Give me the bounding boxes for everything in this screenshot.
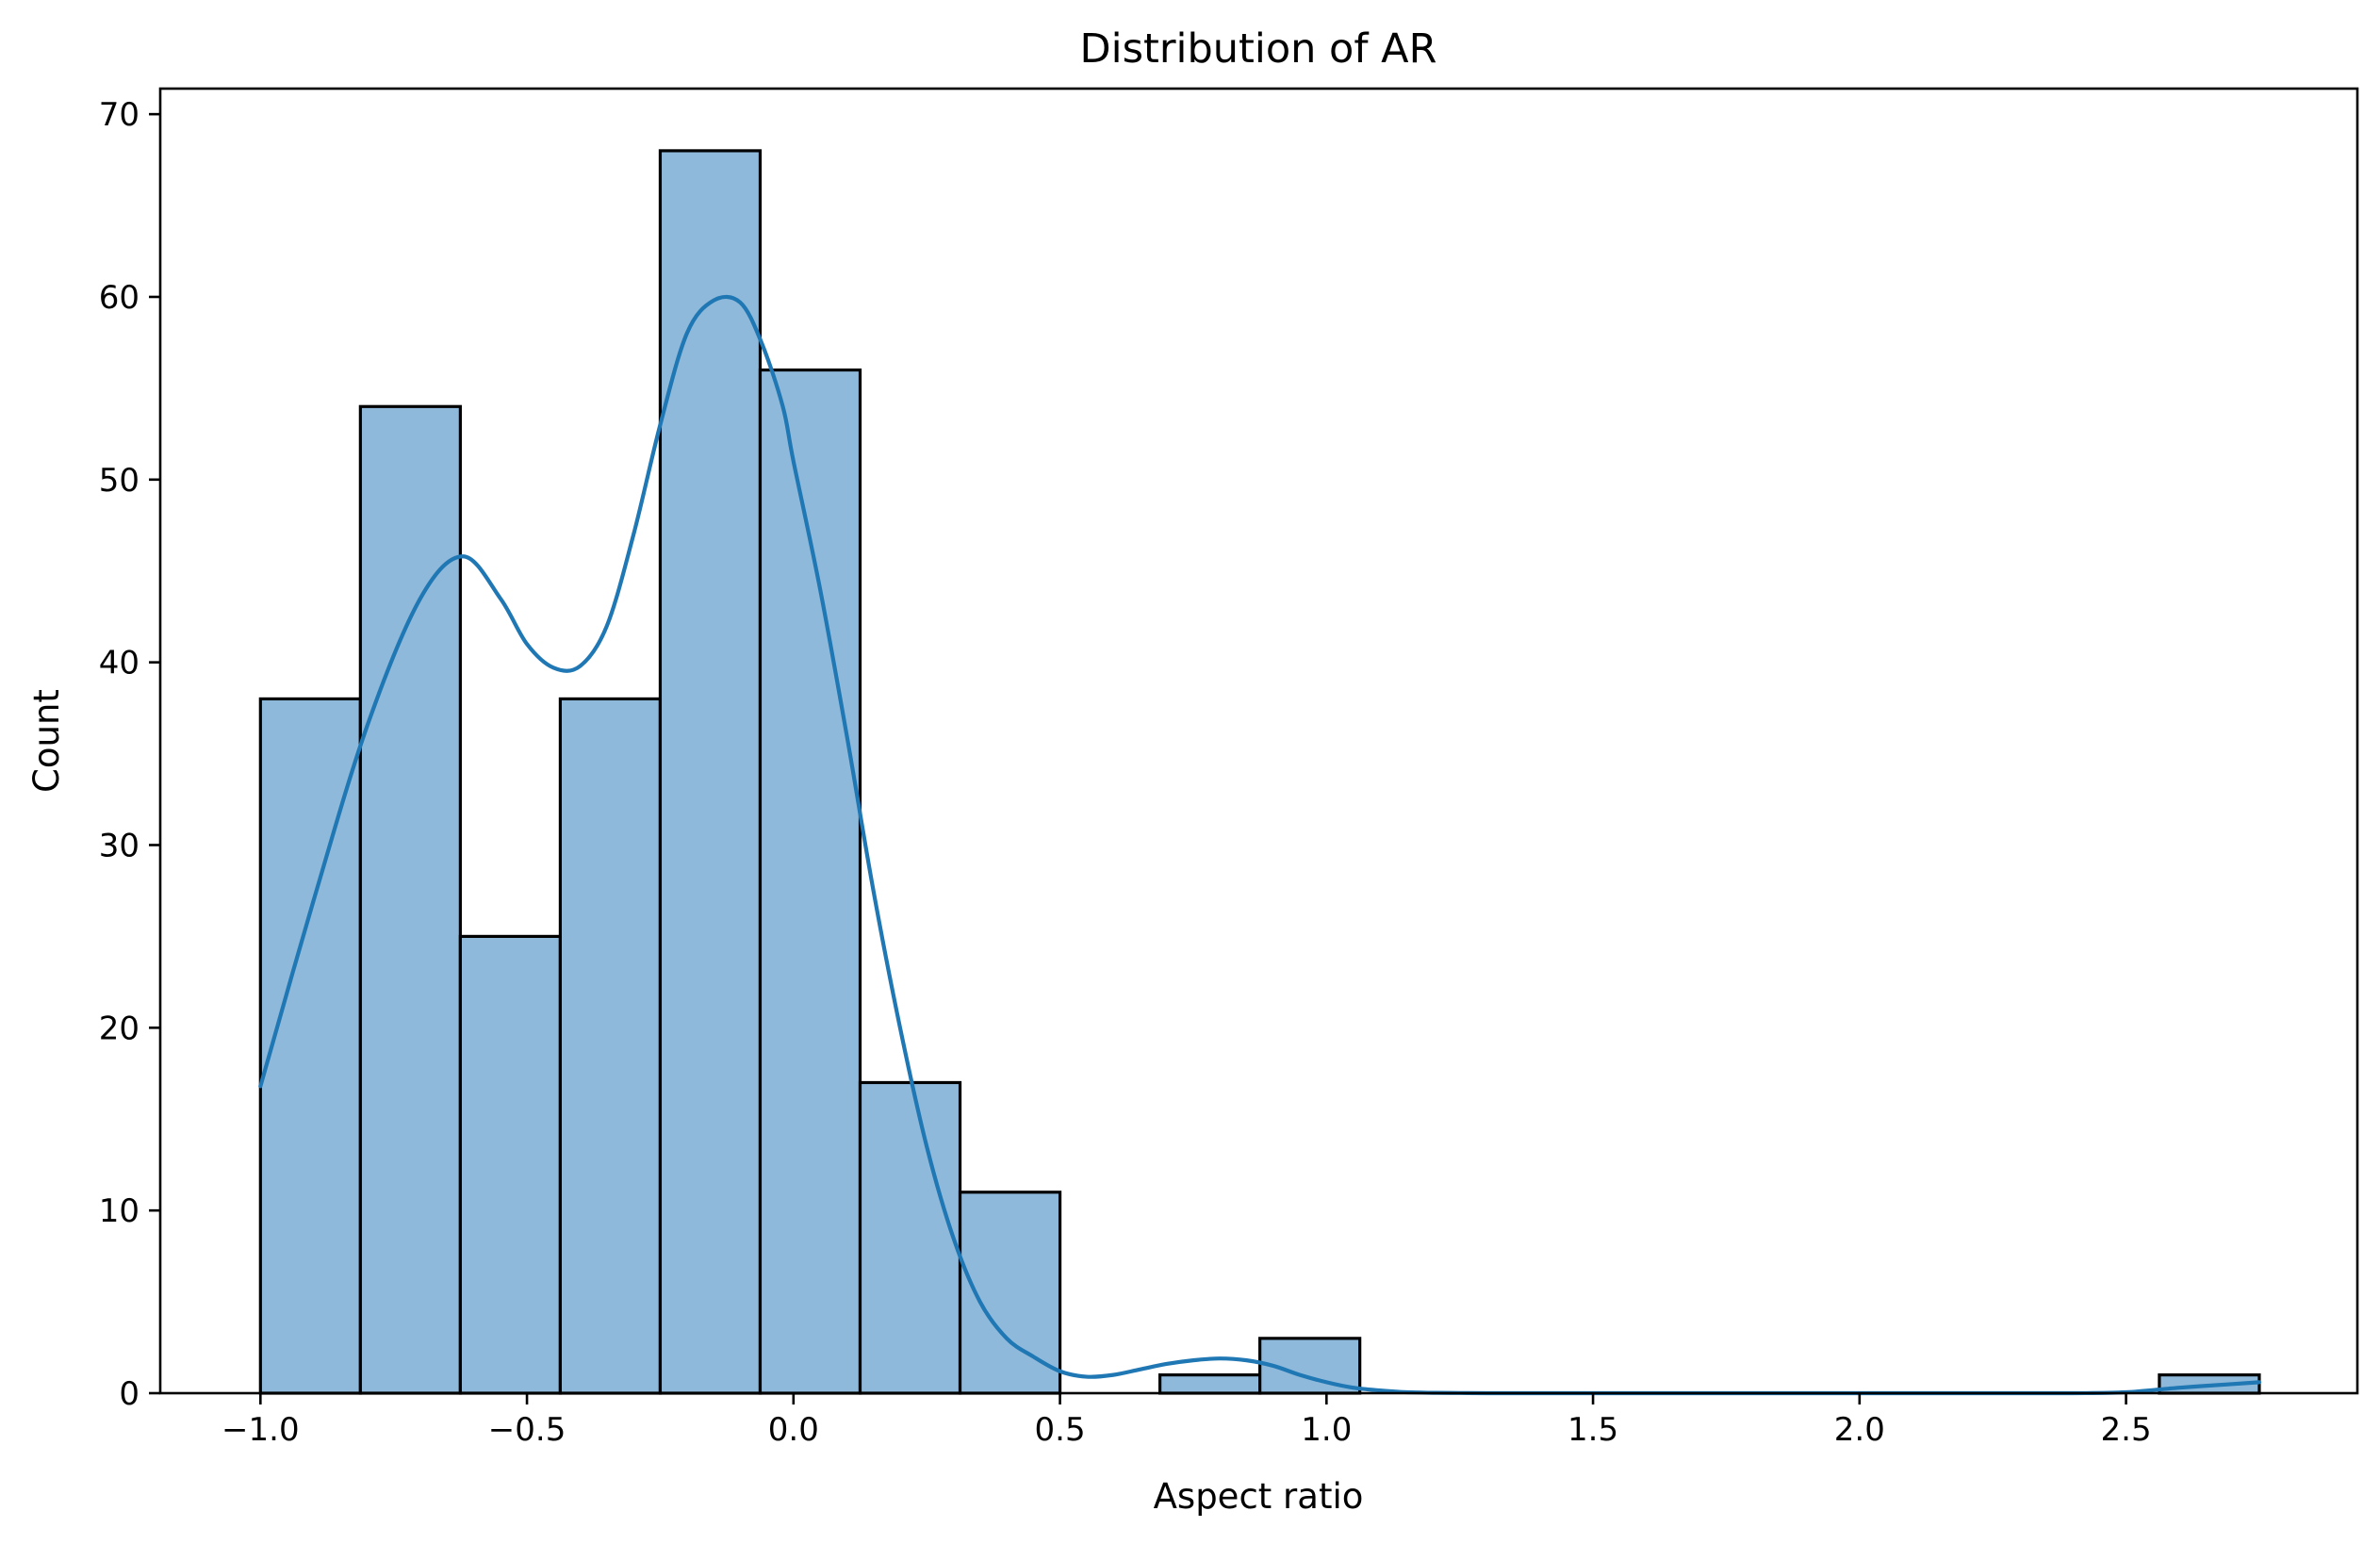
histogram-bar (758, 368, 862, 1395)
x-axis: −1.0 −0.5 0.0 0.5 1.0 1.5 2.0 2.5 (222, 1393, 2152, 1449)
histogram-bar (258, 697, 362, 1395)
y-tick-label: 30 (99, 827, 140, 864)
histogram-bar (858, 1080, 962, 1395)
x-axis-label: Aspect ratio (1154, 1476, 1364, 1517)
histogram-bar (658, 149, 763, 1395)
y-tick-label: 20 (99, 1010, 140, 1047)
histogram-bar (1157, 1373, 1262, 1395)
histogram-bar (358, 404, 462, 1395)
x-tick-label: 1.0 (1301, 1411, 1352, 1449)
y-tick-label: 40 (99, 645, 140, 682)
y-axis-label: Count (26, 689, 67, 793)
y-tick-label: 10 (99, 1192, 140, 1230)
y-tick-label: 60 (99, 279, 140, 317)
x-tick-label: 2.0 (1834, 1411, 1885, 1449)
chart-title: Distribution of AR (1080, 25, 1437, 73)
y-tick-label: 70 (99, 96, 140, 134)
histogram-bar (558, 697, 663, 1395)
x-tick-label: 0.0 (768, 1411, 819, 1449)
x-tick-label: −1.0 (222, 1411, 300, 1449)
y-tick-label: 0 (119, 1375, 140, 1413)
x-tick-label: 1.5 (1568, 1411, 1618, 1449)
x-tick-label: −0.5 (488, 1411, 566, 1449)
y-axis: 0 10 20 30 40 50 60 70 (99, 96, 160, 1413)
x-tick-label: 0.5 (1035, 1411, 1086, 1449)
x-tick-label: 2.5 (2101, 1411, 2152, 1449)
y-tick-label: 50 (99, 462, 140, 500)
histogram-bar (458, 934, 563, 1395)
plot-frame (158, 87, 2359, 1395)
histogram-bars (258, 149, 2261, 1395)
